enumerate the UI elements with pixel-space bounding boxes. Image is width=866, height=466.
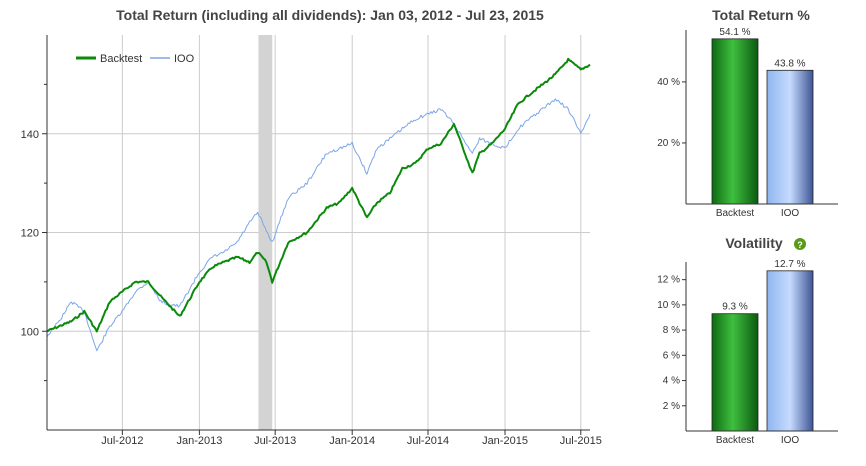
x-tick-label: Jul-2013 — [254, 435, 296, 447]
total-return-line-chart: Total Return (including all dividends): … — [21, 7, 602, 447]
help-icon-glyph: ? — [797, 240, 803, 250]
bar-data-label: 9.3 % — [722, 302, 748, 313]
bar-category-label: Backtest — [716, 435, 755, 446]
x-tick-label: Jul-2015 — [560, 435, 602, 447]
bar-data-label: 43.8 % — [774, 58, 805, 69]
bar-y-tick-label: 40 % — [657, 77, 680, 88]
legend[interactable]: Backtest IOO — [76, 53, 195, 65]
bar-y-tick-label: 8 % — [663, 325, 680, 336]
bar-data-label: 54.1 % — [719, 27, 750, 38]
help-icon-button[interactable]: ? — [794, 238, 806, 250]
x-tick-label: Jan-2013 — [176, 435, 222, 447]
bar-y-tick-label: 4 % — [663, 376, 680, 387]
bar-backtest — [711, 38, 759, 205]
total-return-bar-title: Total Return % — [712, 7, 810, 23]
bar-category-label: Backtest — [716, 208, 755, 219]
y-tick-label: 120 — [21, 228, 39, 240]
volatility-bar-title: Volatility — [725, 235, 783, 251]
bar-y-tick-label: 10 % — [657, 300, 680, 311]
total-return-bar-chart: Total Return % 20 % 40 % 54.1 % Backtest 43.… — [657, 7, 838, 219]
bar-backtest — [711, 313, 759, 432]
x-tick-label: Jan-2014 — [329, 435, 375, 447]
y-tick-label: 140 — [21, 129, 39, 141]
main-chart-title: Total Return (including all dividends): … — [116, 7, 544, 23]
bar-category-label: IOO — [781, 435, 800, 446]
y-tick-labels: 100 120 140 — [21, 129, 39, 339]
shaded-region — [258, 35, 273, 430]
bar-data-label: 12.7 % — [774, 259, 805, 270]
question-mark-help-icon[interactable] — [794, 238, 806, 250]
series-line-ioo — [46, 98, 591, 352]
main-axes — [42, 35, 590, 435]
x-tick-labels: Jul-2012 Jan-2013 Jul-2013 Jan-2014 Jul-2014… — [101, 435, 602, 447]
legend-label-backtest: Backtest — [100, 53, 142, 65]
legend-label-ioo: IOO — [174, 53, 195, 65]
x-tick-label: Jul-2012 — [101, 435, 143, 447]
y-tick-label: 100 — [21, 326, 39, 338]
bar-y-tick-label: 12 % — [657, 275, 680, 286]
series-line-backtest — [46, 57, 591, 333]
volatility-bar-chart: Volatility ? 2 % 4 % 6 % 8 % 10 % 12 % 9.3 % Ba… — [657, 235, 838, 446]
bar-ioo — [766, 69, 814, 205]
bar-y-tick-label: 2 % — [663, 401, 680, 412]
main-grid — [47, 35, 590, 430]
x-tick-label: Jul-2014 — [407, 435, 449, 447]
bar-y-tick-label: 20 % — [657, 138, 680, 149]
main-series — [46, 57, 591, 352]
x-tick-label: Jan-2015 — [482, 435, 528, 447]
bar-category-label: IOO — [781, 208, 800, 219]
bar-y-tick-label: 6 % — [663, 350, 680, 361]
bar-ioo — [766, 270, 814, 432]
